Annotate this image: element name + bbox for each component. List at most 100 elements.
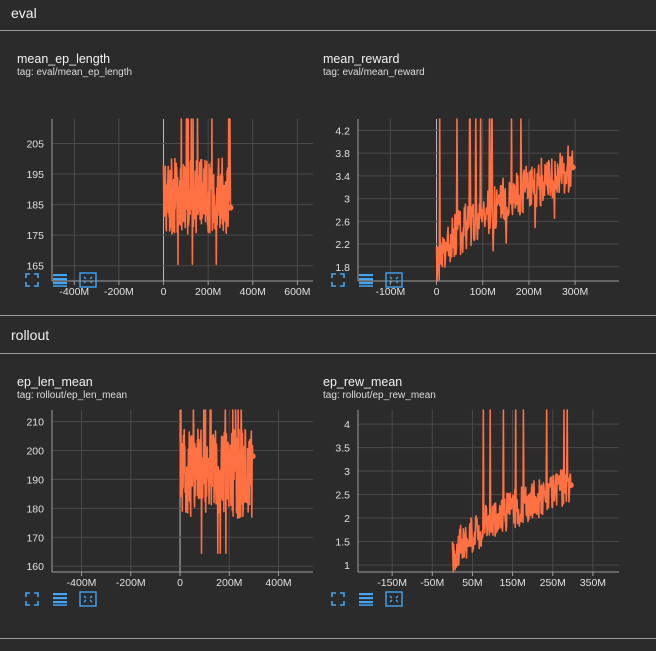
y-tick-label: 3.5 xyxy=(335,443,350,455)
x-tick-label: 200M xyxy=(516,286,542,298)
data-table-button[interactable] xyxy=(357,592,375,610)
x-tick-label: -400M xyxy=(67,577,97,589)
x-tick-label: -400M xyxy=(59,286,89,298)
chart-mean-ep-length[interactable]: -400M -200M 0 200M 400M 600M 165 175 185 195 205 xyxy=(0,31,320,315)
chart-card-ep-rew-mean: -150M -50M 50M 150M 250M 350M 1 1.5 2 2.5 3 3.5 4 ep… xyxy=(306,354,626,638)
fit-domain-icon xyxy=(79,271,97,293)
x-tick-label: 400M xyxy=(240,286,266,298)
y-tick-label: 3.4 xyxy=(335,171,350,183)
data-table-button[interactable] xyxy=(51,592,69,610)
section-rollout-header: rollout xyxy=(11,327,50,343)
data-table-button[interactable] xyxy=(51,273,69,291)
fullscreen-button[interactable] xyxy=(23,272,41,292)
chart-card-ep-len-mean: -400M -200M 0 200M 400M 160 170 180 190 200 210 ep… xyxy=(0,354,320,638)
fullscreen-button[interactable] xyxy=(329,272,347,292)
y-tick-label: 1.5 xyxy=(335,536,350,548)
fit-domain-icon xyxy=(385,590,403,612)
x-tick-label: -100M xyxy=(375,286,405,298)
y-tick-label: 170 xyxy=(26,532,44,544)
y-tick-label: 205 xyxy=(26,138,44,150)
series-line xyxy=(162,118,232,265)
y-tick-label: 2.6 xyxy=(335,216,350,228)
eval-charts-row: -400M -200M 0 200M 400M 600M 165 175 185 195 205 m… xyxy=(0,31,656,315)
card-toolbar xyxy=(329,590,403,612)
x-tick-label: 400M xyxy=(265,577,291,589)
rollout-charts-row: -400M -200M 0 200M 400M 160 170 180 190 200 210 ep… xyxy=(0,354,656,638)
series-line xyxy=(451,409,572,573)
fit-domain-button[interactable] xyxy=(79,590,97,612)
fit-domain-icon xyxy=(79,590,97,612)
y-tick-label: 185 xyxy=(26,200,44,212)
x-tick-label: 0 xyxy=(177,577,183,589)
card-tag: tag: rollout/ep_rew_mean xyxy=(323,390,436,401)
fullscreen-icon xyxy=(331,272,345,292)
x-tick-label: 0 xyxy=(434,286,440,298)
series-end-point xyxy=(567,482,574,489)
card-title: ep_len_mean xyxy=(17,375,93,389)
series-line xyxy=(179,409,254,554)
section-divider xyxy=(0,315,656,316)
fit-domain-button[interactable] xyxy=(79,271,97,293)
x-tick-label: 50M xyxy=(462,577,482,589)
fullscreen-icon xyxy=(25,591,39,611)
fit-domain-button[interactable] xyxy=(385,590,403,612)
y-tick-label: 195 xyxy=(26,169,44,181)
fullscreen-button[interactable] xyxy=(329,591,347,611)
card-toolbar xyxy=(23,590,97,612)
y-tick-label: 200 xyxy=(26,446,44,458)
y-tick-label: 2.5 xyxy=(335,490,350,502)
x-tick-label: 350M xyxy=(580,577,606,589)
series-end-point xyxy=(569,164,576,171)
x-tick-label: 0 xyxy=(161,286,167,298)
x-tick-label: 250M xyxy=(540,577,566,589)
chart-ep-rew-mean[interactable]: -150M -50M 50M 150M 250M 350M 1 1.5 2 2.5 3 3.5 4 xyxy=(306,354,626,638)
data-table-icon xyxy=(358,273,374,292)
y-tick-label: 4.2 xyxy=(335,125,350,137)
y-tick-label: 160 xyxy=(26,561,44,573)
x-tick-label: -200M xyxy=(104,286,134,298)
y-tick-label: 180 xyxy=(26,503,44,515)
card-tag: tag: eval/mean_reward xyxy=(323,67,425,78)
y-tick-label: 4 xyxy=(344,419,350,431)
y-tick-label: 2.2 xyxy=(335,239,350,251)
y-tick-label: 165 xyxy=(26,261,44,273)
card-tag: tag: eval/mean_ep_length xyxy=(17,67,133,78)
x-tick-label: 150M xyxy=(499,577,525,589)
chart-card-mean-ep-length: -400M -200M 0 200M 400M 600M 165 175 185 195 205 m… xyxy=(0,31,320,315)
data-table-button[interactable] xyxy=(357,273,375,291)
y-tick-label: 175 xyxy=(26,230,44,242)
card-title: ep_rew_mean xyxy=(323,375,403,389)
y-tick-label: 3 xyxy=(344,466,350,478)
x-tick-label: 200M xyxy=(195,286,221,298)
series-end-point xyxy=(227,204,234,211)
section-eval-header: eval xyxy=(11,5,37,21)
section-divider xyxy=(0,638,656,639)
section-divider xyxy=(0,353,656,354)
x-tick-label: -50M xyxy=(420,577,444,589)
section-divider xyxy=(0,30,656,31)
card-tag: tag: rollout/ep_len_mean xyxy=(17,390,128,401)
data-table-icon xyxy=(52,273,68,292)
y-tick-label: 3 xyxy=(344,194,350,206)
fit-domain-button[interactable] xyxy=(385,271,403,293)
y-tick-label: 3.8 xyxy=(335,148,350,160)
y-tick-label: 2 xyxy=(344,513,350,525)
series-end-point xyxy=(249,453,256,460)
fit-domain-icon xyxy=(385,271,403,293)
y-tick-label: 1 xyxy=(344,560,350,572)
y-tick-label: 190 xyxy=(26,474,44,486)
fullscreen-button[interactable] xyxy=(23,591,41,611)
x-tick-label: 300M xyxy=(562,286,588,298)
x-tick-label: -200M xyxy=(116,577,146,589)
fullscreen-icon xyxy=(25,272,39,292)
y-tick-label: 210 xyxy=(26,417,44,429)
x-tick-label: 100M xyxy=(470,286,496,298)
chart-card-mean-reward: -100M 0 100M 200M 300M 1.8 2.2 2.6 3 3.4 3.8 4.2 me… xyxy=(306,31,626,315)
card-title: mean_reward xyxy=(323,52,400,66)
chart-ep-len-mean[interactable]: -400M -200M 0 200M 400M 160 170 180 190 200 210 xyxy=(0,354,320,638)
card-toolbar xyxy=(23,271,97,293)
data-table-icon xyxy=(52,592,68,611)
fullscreen-icon xyxy=(331,591,345,611)
x-tick-label: 600M xyxy=(284,286,310,298)
card-toolbar xyxy=(329,271,403,293)
